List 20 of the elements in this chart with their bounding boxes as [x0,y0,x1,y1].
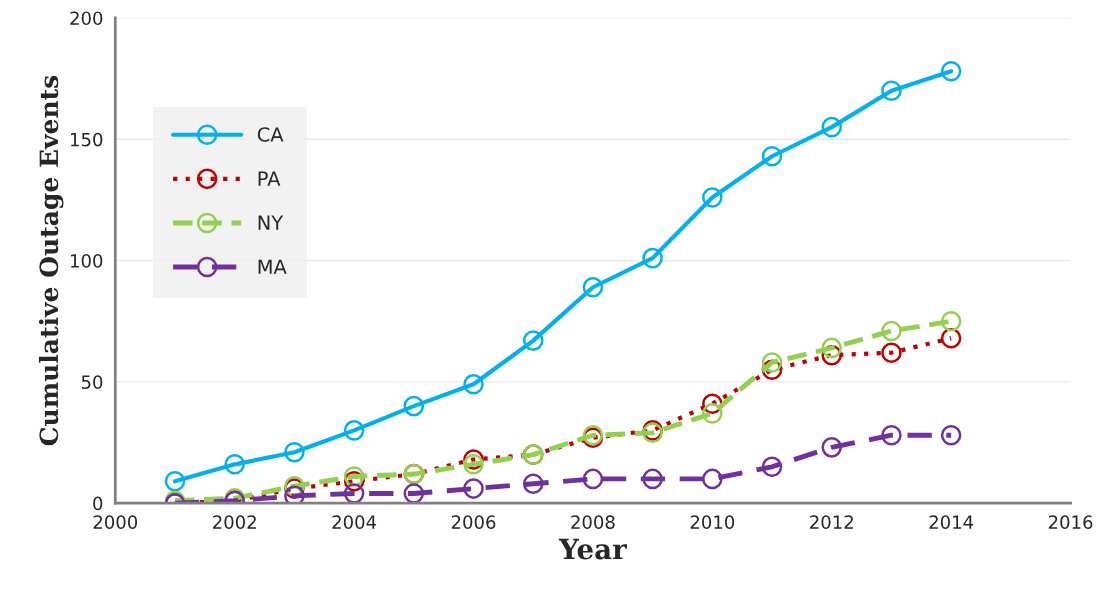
y-axis-title: Cumulative Outage Events [38,75,64,446]
legend-label: PA [258,171,281,186]
legend-label: MA [258,259,287,274]
legend-label: NY [258,215,284,230]
x-tick-label: 2014 [929,515,974,529]
x-tick-label: 2010 [690,515,735,529]
x-tick-label: 2016 [1048,515,1093,529]
y-tick-label: 50 [81,375,103,389]
y-tick-label: 200 [70,11,103,26]
x-tick-label: 2000 [93,515,138,529]
legend-label: CA [257,127,284,142]
x-tick-label: 2008 [571,515,615,529]
y-tick-label: 0 [93,496,103,511]
x-tick-label: 2006 [451,515,496,529]
x-axis-title: Year [558,538,628,560]
y-tick-label: 100 [71,254,103,268]
y-tick-label: 150 [71,132,103,147]
x-tick-label: 2012 [810,515,853,529]
x-tick-label: 2002 [213,515,256,529]
x-tick-label: 2004 [332,515,377,529]
